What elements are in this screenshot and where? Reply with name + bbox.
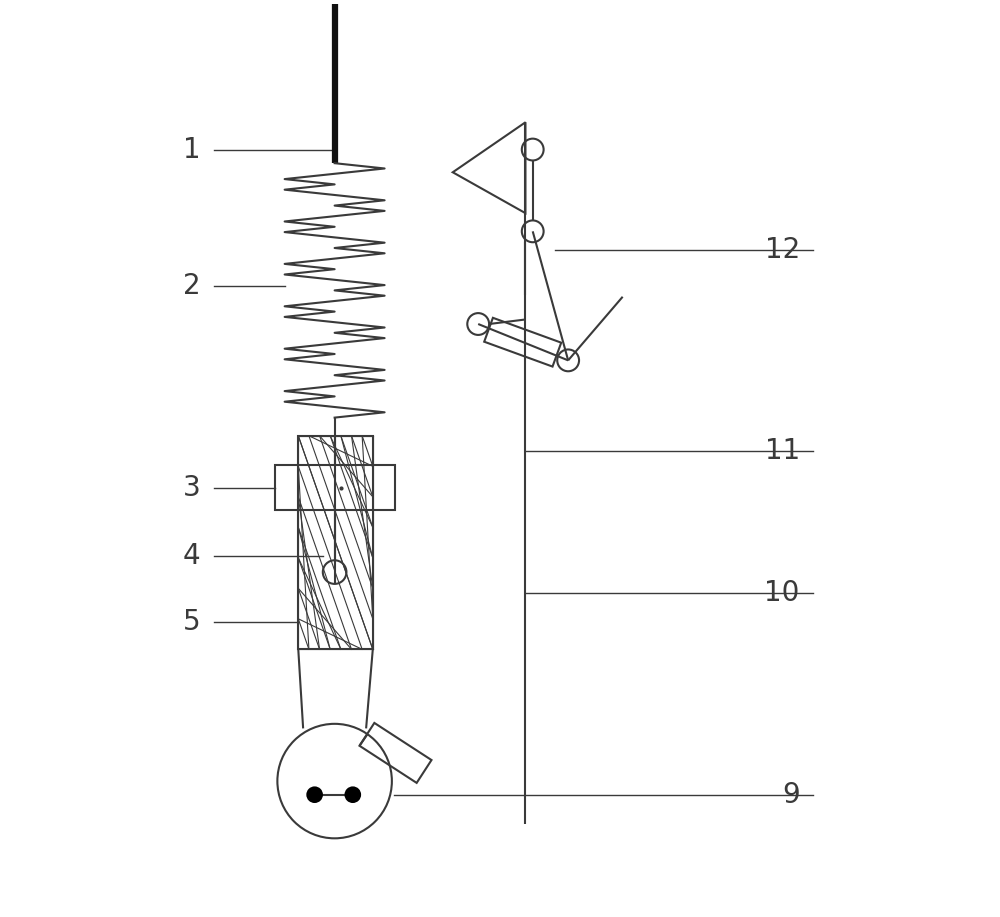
Text: 12: 12 xyxy=(765,236,800,263)
Text: 1: 1 xyxy=(183,136,200,163)
Text: 11: 11 xyxy=(765,437,800,465)
Text: 10: 10 xyxy=(764,579,800,607)
Text: 3: 3 xyxy=(182,474,200,503)
Text: 2: 2 xyxy=(183,271,200,300)
Circle shape xyxy=(307,788,322,802)
Text: 5: 5 xyxy=(183,608,200,636)
Bar xyxy=(275,465,395,510)
Text: 4: 4 xyxy=(183,542,200,569)
Text: 9: 9 xyxy=(782,780,800,809)
Circle shape xyxy=(346,788,360,802)
Bar xyxy=(298,436,373,649)
